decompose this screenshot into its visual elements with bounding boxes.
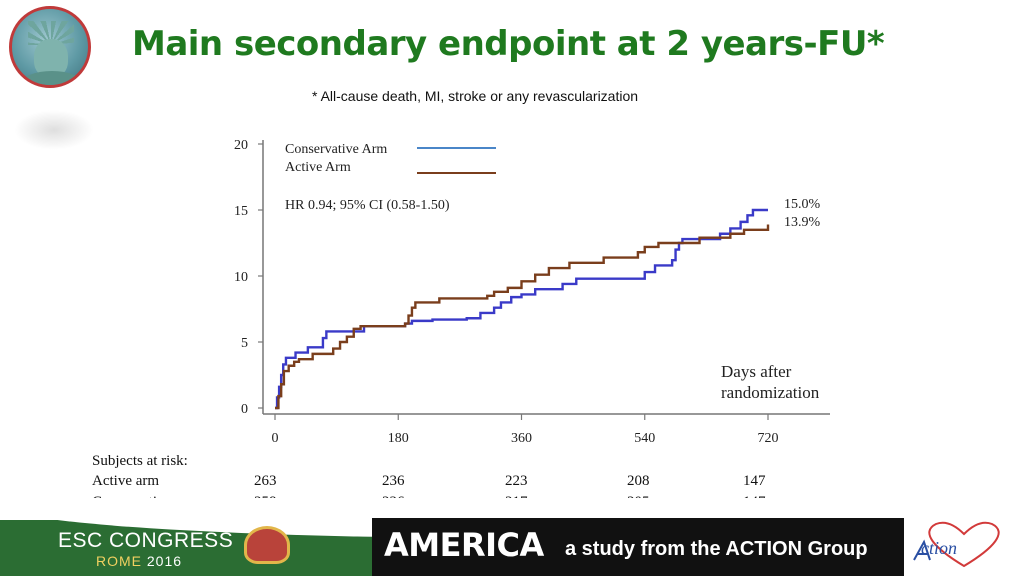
action-logo-text: ction <box>921 538 957 558</box>
y-tick-label: 15 <box>234 204 248 219</box>
x-tick-label: 0 <box>272 431 279 446</box>
congress-year: 2016 <box>146 553 183 569</box>
y-tick-label: 10 <box>234 270 248 285</box>
congress-city-year: ROME 2016 <box>96 553 182 569</box>
series-line-active <box>275 224 770 410</box>
heart-icon <box>913 521 1000 568</box>
x-tick-labels: 0 180 360 540 720 <box>272 431 779 446</box>
legend-label-conservative: Conservative Arm <box>285 142 387 157</box>
risk-value: 263 <box>254 473 277 489</box>
chart-axes <box>258 140 830 420</box>
y-tick-label: 5 <box>241 336 248 351</box>
end-label-conservative: 15.0% <box>784 197 821 212</box>
risk-value: 223 <box>505 473 528 489</box>
page-subtitle: * All-cause death, MI, stroke or any rev… <box>312 88 639 104</box>
y-tick-labels: 0 5 10 15 20 <box>234 138 248 417</box>
decorative-shadow <box>14 110 94 150</box>
x-tick-label: 720 <box>758 431 779 446</box>
study-tagline: a study from the ACTION Group <box>565 538 868 560</box>
esc-congress-label: ESC CONGRESS <box>58 529 234 552</box>
end-label-active: 13.9% <box>784 215 821 230</box>
x-axis-label-line1: Days after <box>721 362 792 381</box>
study-ribbon <box>372 518 904 576</box>
robe-shape <box>22 71 82 85</box>
series-line-conservative <box>275 208 768 410</box>
x-axis-label-line2: randomization <box>721 383 820 402</box>
x-tick-label: 540 <box>634 431 655 446</box>
risk-row-label-active: Active arm <box>92 473 160 489</box>
legend: Conservative Arm Active Arm <box>285 142 496 175</box>
risk-value: 208 <box>627 473 650 489</box>
kaplan-meier-chart: 0 5 10 15 20 0 180 360 540 720 Conservative Arm … <box>234 138 830 446</box>
risk-table-header: Subjects at risk: <box>92 453 188 469</box>
statue-of-liberty-logo <box>9 6 91 88</box>
congress-city: ROME <box>96 553 142 569</box>
face-shape <box>34 39 68 77</box>
x-tick-label: 360 <box>511 431 532 446</box>
risk-value: 236 <box>382 473 405 489</box>
y-tick-label: 20 <box>234 138 248 153</box>
hazard-ratio-annotation: HR 0.94; 95% CI (0.58-1.50) <box>285 198 450 213</box>
coliseum-icon <box>244 526 290 564</box>
study-name: AMERICA <box>384 526 544 564</box>
action-group-logo <box>904 518 1024 576</box>
page-title: Main secondary endpoint at 2 years-FU* <box>132 24 885 64</box>
risk-value: 147 <box>743 473 766 489</box>
series-lines <box>275 208 770 410</box>
legend-label-active: Active Arm <box>285 160 351 175</box>
x-tick-label: 180 <box>388 431 409 446</box>
y-tick-label: 0 <box>241 402 248 417</box>
